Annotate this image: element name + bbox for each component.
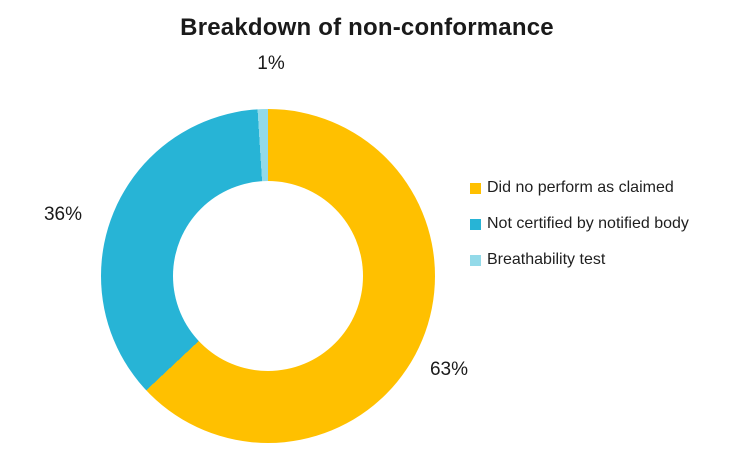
legend-marker (470, 218, 481, 230)
chart-title: Breakdown of non-conformance (180, 14, 554, 41)
legend-item-not-certified: Not certified by notified body (470, 215, 689, 232)
legend: Did no perform as claimed Not certified … (470, 179, 689, 268)
data-label-not-certified: 36% (43, 204, 83, 225)
data-label-breathability: 1% (257, 53, 285, 74)
legend-label: Breathability test (487, 251, 606, 268)
legend-label: Not certified by notified body (487, 215, 689, 232)
legend-marker (470, 182, 481, 194)
legend-item-did-no-perform: Did no perform as claimed (470, 179, 689, 196)
legend-item-breathability: Breathability test (470, 251, 689, 268)
donut-hole (173, 181, 363, 371)
legend-marker (470, 254, 481, 266)
data-label-did-no-perform: 63% (429, 359, 469, 380)
legend-label: Did no perform as claimed (487, 179, 674, 196)
donut-plot (101, 109, 435, 443)
